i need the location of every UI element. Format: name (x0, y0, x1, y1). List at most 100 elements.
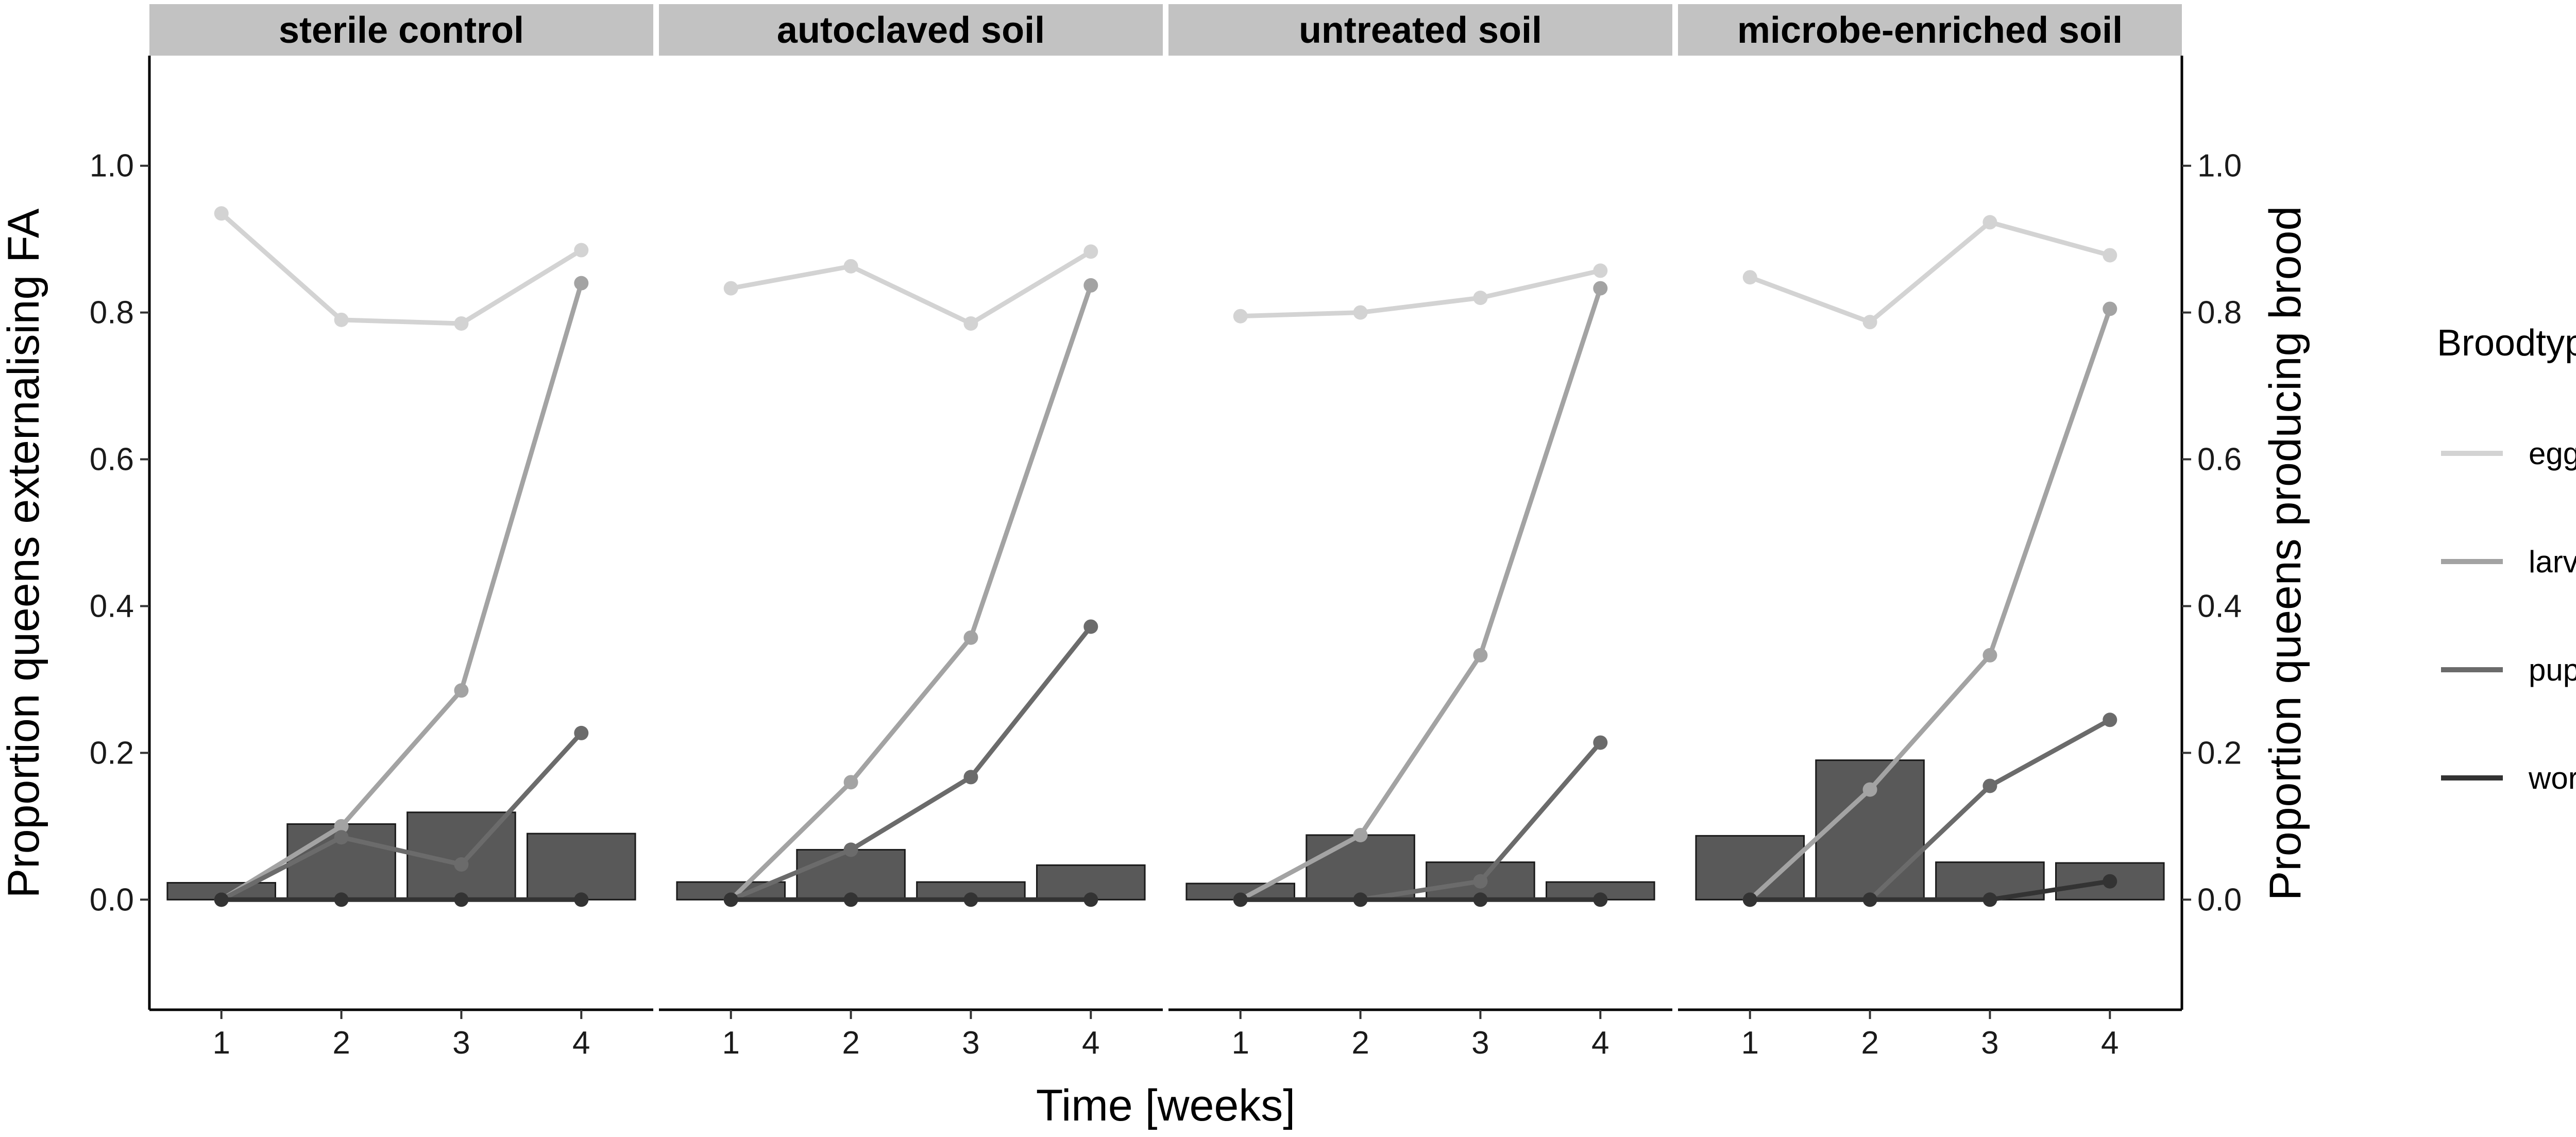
x-tick-label: 2 (332, 1025, 350, 1061)
x-tick-label: 3 (452, 1025, 470, 1061)
x-tick-label: 2 (1351, 1025, 1369, 1061)
x-tick-label: 1 (722, 1025, 739, 1061)
left-y-tick-label: 1.0 (90, 148, 134, 184)
x-tick-label: 1 (1231, 1025, 1249, 1061)
point-eggs-week-1 (1233, 309, 1248, 324)
point-pupae-week-3 (454, 857, 469, 872)
point-worker-week-1 (1742, 892, 1757, 907)
line-eggs (1749, 219, 2111, 325)
line-larvae (220, 282, 584, 902)
point-eggs-week-2 (843, 259, 858, 274)
point-eggs-week-3 (454, 316, 469, 331)
point-larvae-week-2 (334, 819, 349, 834)
line-eggs (1240, 268, 1601, 319)
point-larvae-week-4 (1083, 278, 1098, 293)
point-eggs-week-2 (1353, 305, 1368, 320)
line-eggs (730, 249, 1092, 326)
point-eggs-week-1 (1742, 270, 1757, 285)
point-eggs-week-4 (1083, 244, 1098, 259)
facet-strip-label: untreated soil (1299, 10, 1542, 51)
legend-label-larvae: larvae (2529, 545, 2576, 579)
line-pupae (730, 625, 1093, 902)
point-worker-week-1 (214, 892, 229, 907)
line-larvae (729, 284, 1093, 902)
point-worker-week-3 (1473, 892, 1488, 907)
point-eggs-week-1 (214, 206, 229, 221)
facet-strip-label: sterile control (279, 10, 524, 51)
point-worker-week-2 (334, 892, 349, 907)
legend-item-larvae: larvae (2441, 545, 2576, 579)
point-eggs-week-4 (574, 243, 589, 258)
point-eggs-week-3 (963, 316, 978, 331)
point-larvae-week-4 (2103, 301, 2117, 316)
point-worker-week-4 (1593, 892, 1608, 907)
right-y-tick-label: 0.0 (2197, 882, 2242, 918)
bar-week-2 (796, 848, 906, 901)
axes: 1 2 3 4 1 2 3 4 1 2 3 4 1 2 3 4 0.0 0.0 0.2 0.2 0.4 0.4 0.6 0.6… (90, 56, 2242, 1061)
x-tick-label: 4 (1082, 1025, 1099, 1061)
right-y-tick-label: 0.8 (2197, 295, 2242, 331)
point-larvae-week-2 (1353, 827, 1368, 842)
point-worker-week-4 (574, 892, 589, 907)
x-tick-label: 3 (1471, 1025, 1489, 1061)
legend-label-eggs: eggs (2529, 436, 2576, 471)
point-pupae-week-3 (1982, 778, 1997, 793)
point-worker-week-2 (1862, 892, 1877, 907)
point-worker-week-4 (1083, 892, 1098, 907)
point-worker-week-2 (843, 892, 858, 907)
point-worker-week-4 (2103, 874, 2117, 889)
point-worker-week-3 (1982, 892, 1997, 907)
point-eggs-week-3 (1473, 291, 1488, 306)
point-worker-week-2 (1353, 892, 1368, 907)
facet-strip-label: autoclaved soil (777, 10, 1045, 51)
x-tick-label: 1 (1741, 1025, 1758, 1061)
point-pupae-week-4 (1083, 619, 1098, 634)
line-pupae (220, 731, 583, 902)
point-worker-week-1 (1233, 892, 1248, 907)
facet-untreated-soil: untreated soil (1168, 4, 1672, 907)
x-tick-label: 3 (962, 1025, 979, 1061)
facet-strip (659, 4, 1163, 56)
point-larvae-week-3 (1982, 648, 1997, 663)
left-y-axis-title: Proportion queens externalising FA (0, 208, 48, 898)
line-pupae (1240, 741, 1602, 902)
left-y-tick-label: 0.6 (90, 442, 134, 478)
facet-strip (149, 4, 653, 56)
x-tick-label: 4 (572, 1025, 590, 1061)
x-tick-label: 4 (1591, 1025, 1609, 1061)
x-tick-label: 3 (1981, 1025, 1998, 1061)
x-tick-label: 1 (212, 1025, 230, 1061)
right-y-tick-label: 0.6 (2197, 442, 2242, 478)
point-worker-week-3 (454, 892, 469, 907)
right-y-tick-label: 0.4 (2197, 588, 2242, 624)
legend-label-worker: worker (2528, 761, 2576, 795)
point-pupae-week-3 (1473, 874, 1488, 889)
line-worker (1750, 879, 2110, 902)
point-pupae-week-4 (1593, 735, 1608, 750)
bar-week-2 (1815, 759, 1925, 901)
bar-week-2 (1306, 834, 1415, 901)
point-worker-week-3 (963, 892, 978, 907)
x-tick-label: 4 (2101, 1025, 2119, 1061)
facet-strip (1678, 4, 2182, 56)
facet-microbe-enriched-soil: microbe-enriched soil (1678, 4, 2182, 907)
right-y-axis-title: Proportion queens producing brood (2261, 206, 2310, 901)
x-axis-title: Time [weeks] (1036, 1081, 1295, 1130)
point-pupae-week-4 (574, 725, 589, 740)
point-larvae-week-4 (574, 276, 589, 291)
line-larvae (1748, 308, 2112, 902)
facet-strip (1168, 4, 1672, 56)
point-larvae-week-3 (1473, 648, 1488, 663)
point-larvae-week-4 (1593, 281, 1608, 296)
point-larvae-week-3 (963, 630, 978, 645)
x-tick-label: 2 (1861, 1025, 1878, 1061)
facet-sterile-control: sterile control (149, 4, 653, 907)
x-tick-label: 2 (842, 1025, 859, 1061)
legend-item-eggs: eggs (2441, 436, 2576, 471)
point-worker-week-1 (723, 892, 738, 907)
left-y-tick-label: 0.2 (90, 735, 134, 771)
facet-autoclaved-soil: autoclaved soil (659, 4, 1163, 907)
facet-panels: sterile control autoclaved soil untreated … (149, 4, 2182, 907)
